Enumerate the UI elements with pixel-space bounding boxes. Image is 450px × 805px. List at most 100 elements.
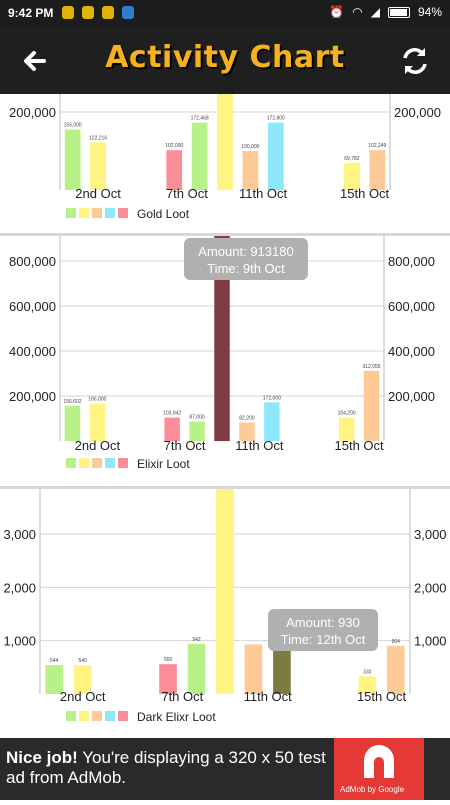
- chart-bar[interactable]: [267, 122, 284, 190]
- ad-headline: Nice job!: [6, 748, 78, 767]
- elixir-loot-chart: 200,000 200,000 400,000 400,000 600,000 600,0…: [0, 236, 450, 486]
- x-tick-label: 7th Oct: [164, 438, 206, 453]
- bar-data-label: 104,200: [338, 411, 356, 417]
- gold-loot-chart: 200,000200,000400,000400,000155,000122,2…: [0, 94, 450, 232]
- bar-data-label: 102,249: [368, 143, 386, 149]
- bar-data-label: 100,000: [241, 144, 259, 150]
- y-tick-label-right: 200,000: [394, 105, 441, 120]
- x-tick-label: 15th Oct: [340, 186, 390, 201]
- legend-swatch: [79, 458, 89, 468]
- signal-icon: ◢: [370, 5, 380, 19]
- dark-elixir-loot-chart: 1,0001,0002,0002,0003,0003,0004,0004,000…: [0, 489, 450, 738]
- legend-swatch: [105, 208, 115, 218]
- legend-swatch: [66, 208, 76, 218]
- y-tick-label-right: 1,000: [414, 634, 447, 649]
- chart-bar[interactable]: [264, 402, 280, 441]
- y-tick-label-left: 3,000: [3, 527, 36, 542]
- y-tick-label-left: 200,000: [9, 105, 56, 120]
- chart-bar[interactable]: [216, 489, 234, 694]
- tooltip-time: Time: 9th Oct: [207, 261, 285, 276]
- chart-bar[interactable]: [166, 150, 183, 190]
- x-tick-label: 11th Oct: [235, 438, 284, 453]
- chart-bar[interactable]: [159, 664, 177, 694]
- y-tick-label-left: 400,000: [9, 344, 56, 359]
- bar-data-label: 156,602: [63, 399, 81, 405]
- tooltip: [184, 238, 308, 280]
- bar-data-label: 166,000: [88, 397, 106, 403]
- chart-bar[interactable]: [189, 421, 205, 441]
- tooltip-time: Time: 12th Oct: [281, 632, 366, 647]
- chart-bar[interactable]: [45, 664, 64, 694]
- y-tick-label-left: 1,000: [3, 634, 36, 649]
- alarm-icon: ⏰: [329, 5, 345, 19]
- chart-bar[interactable]: [369, 150, 386, 190]
- y-tick-label-right: 3,000: [414, 527, 447, 542]
- bar-data-label: 540: [79, 658, 88, 664]
- chart-bar[interactable]: [386, 645, 405, 694]
- bar-data-label: 942: [192, 637, 201, 643]
- bar-data-label: 172,468: [191, 116, 209, 122]
- chart-bar[interactable]: [239, 422, 255, 441]
- admob-logo-icon: [334, 738, 424, 800]
- chart-bar[interactable]: [73, 665, 92, 694]
- legend-swatch: [105, 711, 115, 721]
- legend-label: Gold Loot: [137, 207, 190, 221]
- divider: [0, 486, 450, 489]
- legend-label: Dark Elixr Loot: [137, 710, 216, 724]
- tooltip-amount: Amount: 913180: [198, 244, 293, 259]
- chart-bar[interactable]: [217, 94, 233, 190]
- x-tick-label: 7th Oct: [161, 689, 203, 704]
- status-bar: 9:42 PM ⏰ ◠ ◢ 94%: [0, 0, 450, 26]
- chart-bar[interactable]: [273, 644, 291, 694]
- tooltip: [268, 609, 378, 651]
- chart-bar[interactable]: [64, 405, 81, 441]
- bar-data-label: 155,000: [64, 123, 82, 129]
- notification-icon: [82, 6, 94, 19]
- chart-bar[interactable]: [338, 417, 355, 441]
- legend-swatch: [118, 458, 128, 468]
- chart-bar[interactable]: [358, 676, 377, 694]
- legend-swatch: [79, 208, 89, 218]
- chart-bar[interactable]: [164, 417, 180, 441]
- legend-swatch: [118, 208, 128, 218]
- divider: [0, 233, 450, 236]
- tooltip-amount: Amount: 930: [286, 615, 360, 630]
- chart-bar[interactable]: [64, 129, 81, 190]
- back-arrow-icon[interactable]: [18, 44, 52, 78]
- refresh-icon[interactable]: [398, 44, 432, 78]
- x-tick-label: 2nd Oct: [60, 689, 106, 704]
- chart-bar[interactable]: [90, 142, 106, 190]
- legend-swatch: [79, 711, 89, 721]
- legend-swatch: [92, 458, 102, 468]
- chart-bar[interactable]: [214, 236, 230, 441]
- battery-icon: [387, 6, 410, 18]
- x-tick-label: 2nd Oct: [75, 186, 121, 201]
- chart-bar[interactable]: [89, 403, 106, 441]
- x-tick-label: 11th Oct: [244, 689, 293, 704]
- chart-bar[interactable]: [187, 643, 206, 694]
- bar-data-label: 102,000: [165, 143, 183, 149]
- chart-bar[interactable]: [363, 370, 380, 441]
- outlook-icon: [122, 6, 134, 19]
- x-tick-label: 2nd Oct: [75, 438, 121, 453]
- y-tick-label-right: 400,000: [388, 344, 435, 359]
- x-tick-label: 7th Oct: [166, 186, 208, 201]
- notification-icon: [102, 6, 114, 19]
- chart-bar[interactable]: [242, 151, 259, 190]
- chart-bar[interactable]: [344, 162, 360, 190]
- chart-svg: 200,000200,000400,000400,000155,000122,2…: [9, 94, 441, 221]
- bar-data-label: 904: [392, 639, 401, 645]
- app-bar: Activity Chart: [0, 26, 450, 94]
- x-tick-label: 15th Oct: [357, 689, 407, 704]
- ad-banner[interactable]: Nice job! You're displaying a 320 x 50 t…: [0, 738, 450, 800]
- x-tick-label: 11th Oct: [239, 186, 288, 201]
- y-tick-label-left: 600,000: [9, 299, 56, 314]
- x-tick-label: 15th Oct: [335, 438, 385, 453]
- chart-bar[interactable]: [244, 644, 263, 694]
- bar-data-label: 122,216: [89, 135, 107, 141]
- status-time: 9:42 PM: [8, 6, 54, 20]
- legend-swatch: [105, 458, 115, 468]
- y-tick-label-left: 800,000: [9, 254, 56, 269]
- bar-data-label: 103,942: [163, 411, 181, 417]
- chart-bar[interactable]: [191, 122, 208, 190]
